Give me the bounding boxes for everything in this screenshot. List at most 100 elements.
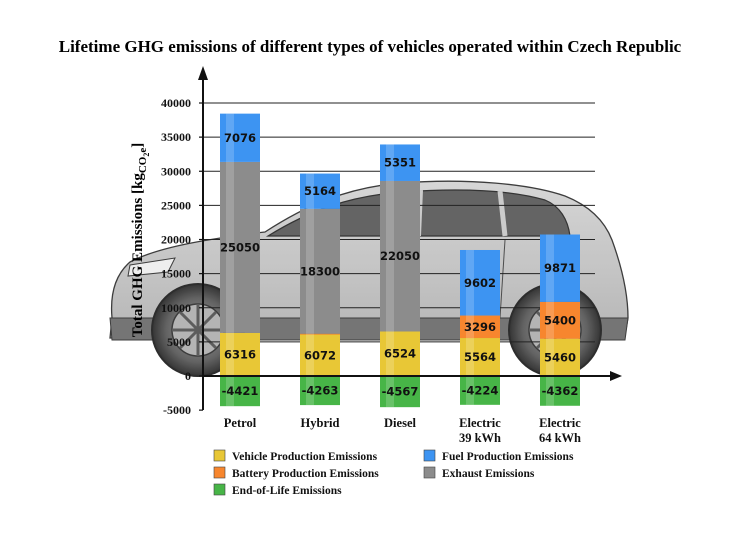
data-label: 6072 — [304, 348, 336, 362]
bar-segment-vehicle-production-emissions — [380, 331, 420, 376]
legend-swatch-fuel-production-emissions — [423, 449, 436, 462]
bar-shading — [386, 331, 394, 376]
car-headlight — [127, 257, 176, 277]
bar-segment-end-of-life-emissions — [300, 376, 340, 406]
car-door-line — [499, 239, 506, 319]
x-category-label: Petrol — [224, 416, 257, 430]
legend: Vehicle Production Emissions Fuel Product… — [213, 449, 574, 497]
bar-segment-vehicle-production-emissions — [460, 338, 500, 376]
bar-segment-exhaust-emissions — [380, 180, 420, 332]
bar-segment-fuel-production-emissions — [220, 113, 260, 162]
data-label: 5164 — [304, 184, 336, 198]
x-category-label: 64 kWh — [539, 431, 581, 445]
bar-segment-fuel-production-emissions — [380, 144, 420, 181]
bars: -44216316250507076-42636072125183005164-… — [220, 113, 580, 408]
bar-segment-exhaust-emissions — [220, 161, 260, 333]
data-label: 5351 — [384, 156, 416, 170]
y-tick-label: 25000 — [161, 198, 191, 212]
y-axis-label-sub-2: 2 — [142, 153, 151, 157]
data-label: 18300 — [300, 264, 340, 278]
bar-shading — [466, 249, 474, 316]
bar-segment-battery-production-emissions — [540, 301, 580, 339]
y-tick-label: 10000 — [161, 301, 191, 315]
x-category-label: Electric — [459, 416, 501, 430]
bar-segment-fuel-production-emissions — [300, 173, 340, 209]
bar-shading — [306, 376, 314, 406]
legend-label-fuel-production-emissions: Fuel Production Emissions — [442, 451, 574, 463]
bar-segment-exhaust-emissions — [300, 208, 340, 334]
legend-label-battery-production-emissions: Battery Production Emissions — [232, 468, 379, 480]
bar-shading — [226, 161, 234, 333]
data-label: 6316 — [224, 347, 256, 361]
y-axis-arrow — [198, 66, 208, 80]
y-tick-label: 5000 — [167, 335, 191, 349]
y-tick-label: 20000 — [161, 233, 191, 247]
bar-shading — [226, 113, 234, 162]
data-label: -4224 — [462, 383, 499, 397]
bar-segment-fuel-production-emissions — [460, 249, 500, 316]
y-axis-label-sub-co: CO — [137, 156, 149, 173]
data-label: 9871 — [544, 261, 576, 275]
y-axis-label-close: ] — [130, 143, 146, 148]
y-axis-label-main: Total GHG Emissions [kg — [130, 173, 146, 338]
y-tick-label: -5000 — [163, 403, 191, 417]
bar-shading — [386, 144, 394, 181]
legend-swatch-exhaust-emissions — [423, 466, 436, 479]
y-tick-labels: -5000 0 5000 10000 15000 20000 25000 30000 35000… — [161, 96, 191, 417]
bar-shading — [306, 334, 314, 376]
x-category-label: Diesel — [384, 416, 416, 430]
data-label: -4421 — [222, 384, 259, 398]
data-label: 6524 — [384, 347, 416, 361]
bar-segment-end-of-life-emissions — [460, 376, 500, 405]
data-label: -4263 — [302, 384, 339, 398]
legend-swatch-vehicle-production-emissions — [213, 449, 226, 462]
bar-shading — [226, 376, 234, 407]
legend-swatch-end-of-life-emissions — [213, 483, 226, 496]
bar-segment-end-of-life-emissions — [220, 376, 260, 407]
bar-shading — [466, 338, 474, 376]
x-category-label: Electric — [539, 416, 581, 430]
axes — [198, 66, 622, 411]
data-label: 9602 — [464, 276, 496, 290]
legend-swatch-battery-production-emissions — [213, 466, 226, 479]
y-axis-label: Total GHG Emissions [kgCO2e] — [130, 143, 151, 337]
x-category-label: 39 kWh — [459, 431, 501, 445]
legend-label-end-of-life-emissions: End-of-Life Emissions — [232, 485, 342, 497]
y-tick-label: 40000 — [161, 96, 191, 110]
car-pillar — [497, 190, 508, 237]
legend-label-vehicle-production-emissions: Vehicle Production Emissions — [232, 451, 378, 463]
chart-title: Lifetime GHG emissions of different type… — [59, 37, 682, 56]
bar-shading — [466, 376, 474, 405]
data-label: 22050 — [380, 249, 420, 263]
bar-shading — [306, 333, 314, 335]
bar-segment-battery-production-emissions — [460, 315, 500, 339]
data-label: -4567 — [382, 385, 419, 399]
bar-segment-vehicle-production-emissions — [220, 332, 260, 376]
bar-shading — [546, 338, 554, 376]
bar-segment-battery-production-emissions — [300, 333, 340, 335]
bar-segment-end-of-life-emissions — [540, 376, 580, 406]
bar-segment-fuel-production-emissions — [540, 234, 580, 302]
bar-segment-vehicle-production-emissions — [540, 338, 580, 376]
bar-shading — [226, 332, 234, 376]
y-tick-label: 15000 — [161, 267, 191, 281]
data-label: 5564 — [464, 350, 496, 364]
data-label: 5400 — [544, 313, 576, 327]
x-axis-arrow — [610, 371, 622, 381]
bar-segment-end-of-life-emissions — [380, 376, 420, 408]
x-category-label: Hybrid — [301, 416, 340, 430]
data-label: -4362 — [542, 384, 579, 398]
y-axis-label-sub-e: e — [137, 148, 149, 153]
bar-shading — [306, 208, 314, 334]
bar-shading — [466, 315, 474, 339]
car-front-spokes — [172, 304, 224, 356]
y-tick-label: 0 — [185, 369, 191, 383]
data-label: 25050 — [220, 240, 260, 254]
bar-shading — [546, 376, 554, 406]
data-label: 3296 — [464, 320, 496, 334]
data-label: 7076 — [224, 131, 256, 145]
bar-shading — [546, 234, 554, 302]
